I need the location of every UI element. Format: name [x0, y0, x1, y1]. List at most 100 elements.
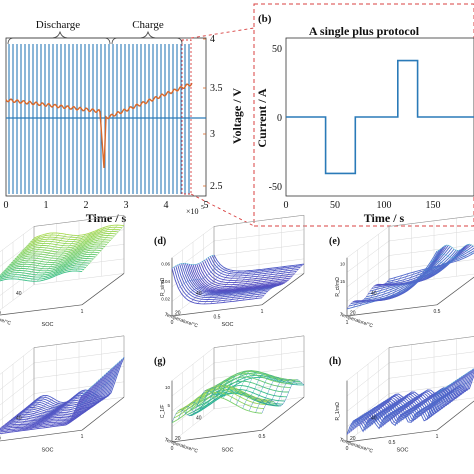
b-x-tick: 150 [426, 200, 441, 211]
surface-mesh-line [436, 243, 474, 252]
x-axis-label: SOC [42, 448, 54, 454]
surface-panel: (d) R_s/mΩ 0.06 0.04 0.02 0 0.5 1 20 40 SOC Tempera… [154, 214, 305, 330]
x-tick: 0.5 [259, 434, 266, 440]
panel-a-x-ticks: 0 1 2 3 4 5 [4, 200, 209, 211]
surface-mesh-line [411, 261, 454, 285]
grid-line [0, 362, 35, 391]
grid-line [388, 230, 474, 242]
axis-line [33, 335, 125, 348]
surface-mesh-line [171, 389, 215, 423]
surface-mesh-line [178, 264, 221, 289]
surface-mesh-line [248, 265, 292, 300]
surface-mesh-line [398, 265, 441, 294]
b-y-label: Current / A [255, 88, 269, 147]
axis-line [388, 215, 474, 227]
surface-mesh-line [261, 263, 305, 298]
b-x-tick: 0 [284, 200, 289, 211]
surface-mesh-line [62, 227, 105, 274]
surface-mesh-line [184, 383, 228, 415]
axis-line [346, 429, 438, 443]
panel-label: (g) [154, 356, 166, 367]
a-x-tick: 2 [84, 200, 89, 211]
surface-mesh-line [359, 275, 403, 306]
x-tick: 1 [81, 434, 84, 440]
a-x-tick: 3 [124, 200, 129, 211]
y-tick: 20 [0, 311, 1, 317]
a-x-tick: 0 [4, 200, 9, 211]
surface-mesh-line [11, 398, 54, 433]
y-tick: 20 [175, 436, 181, 442]
z-tick: 10 [165, 385, 171, 390]
surface-mesh-line [366, 273, 409, 304]
panel-b-x-ticks: 0 50 100 150 [284, 200, 441, 211]
surface-mesh-line [184, 268, 228, 298]
surface-mesh-line [248, 378, 292, 412]
y-tick: 40 [16, 416, 22, 422]
b-y-tick: -50 [269, 182, 282, 193]
surface-mesh-line [30, 397, 73, 430]
surface-mesh-line [255, 379, 298, 413]
surface-mesh-line [391, 266, 435, 297]
y-tick: 40 [196, 291, 202, 297]
surface-mesh-line [385, 389, 428, 417]
surface-mesh-line [417, 258, 460, 279]
surface-mesh-line [359, 396, 403, 426]
surface-panels: 012040SOCrature/°C(d)R_s/mΩ0.060.040.020… [0, 214, 474, 455]
grid-line [171, 362, 215, 397]
a-x-exponent-power: 5 [201, 205, 204, 211]
surface-mesh-line [197, 376, 240, 405]
surface-mesh-line [49, 232, 93, 279]
axis-line [0, 304, 83, 316]
a-x-tick: 1 [44, 200, 49, 211]
z-axis-label: R_s/mΩ [160, 278, 166, 296]
x-axis-label: SOC [397, 448, 409, 454]
axis-line [171, 429, 263, 443]
surface-mesh-line [210, 270, 253, 304]
panel-b-label: (b) [258, 13, 272, 25]
y-axis-label: Temperature/°C [164, 312, 199, 330]
panel-label: (e) [329, 236, 340, 247]
surface-mesh-line [242, 266, 285, 301]
surface-panel: 012040SOC [0, 335, 125, 454]
axis-line [213, 335, 305, 348]
surface-panel: 012040SOCrature/°C [0, 214, 125, 328]
x-axis-label: SOC [222, 322, 234, 328]
surface-panel: (h) R_1/mΩ 0 0.5 1 20 40 SOC Temperature/°C [329, 336, 474, 455]
y-tick: 40 [371, 291, 377, 297]
z-axis-label: R_ct/mΩ [335, 277, 341, 297]
surface-mesh-line [171, 254, 215, 269]
surface-mesh-line [261, 379, 305, 414]
z-axis-label: R_1/mΩ [335, 402, 341, 421]
y-tick: 20 [350, 311, 356, 317]
x-tick: 0 [171, 320, 174, 326]
surface-panel: (g) C_1/F 10 5 0 0.5 20 40 SOC Temperature/°C [154, 335, 305, 455]
x-tick: 1 [261, 309, 264, 315]
surface-mesh-line [229, 267, 273, 302]
b-x-tick: 100 [377, 200, 392, 211]
y-tick: 40 [371, 416, 377, 422]
grid-line [33, 350, 125, 364]
surface-mesh-line [43, 234, 86, 281]
discharge-brace [7, 30, 111, 45]
axis-line [346, 304, 438, 317]
a-y-tick: 4 [210, 34, 215, 45]
z-tick: 5 [167, 403, 170, 408]
surface-mesh-line [365, 249, 457, 298]
y-axis-label: Temperature/°C [339, 437, 374, 455]
z-tick: 0.06 [161, 262, 170, 267]
surface-mesh-line [43, 389, 86, 429]
surface-mesh-line [378, 396, 422, 429]
x-tick: 0 [171, 446, 174, 452]
axis-line [81, 273, 125, 306]
y-tick: 20 [350, 436, 356, 442]
surface-mesh-line [75, 224, 118, 272]
grid-line [171, 347, 215, 381]
charge-brace [111, 30, 183, 45]
x-tick: 1 [436, 434, 439, 440]
surface-mesh-line [236, 267, 279, 302]
b-y-tick: 0 [277, 113, 282, 124]
discharge-label: Discharge [36, 19, 81, 31]
z-tick: 0.02 [161, 297, 170, 302]
a-y-label: Voltage / V [230, 88, 244, 144]
a-x-tick: 5 [204, 200, 209, 211]
